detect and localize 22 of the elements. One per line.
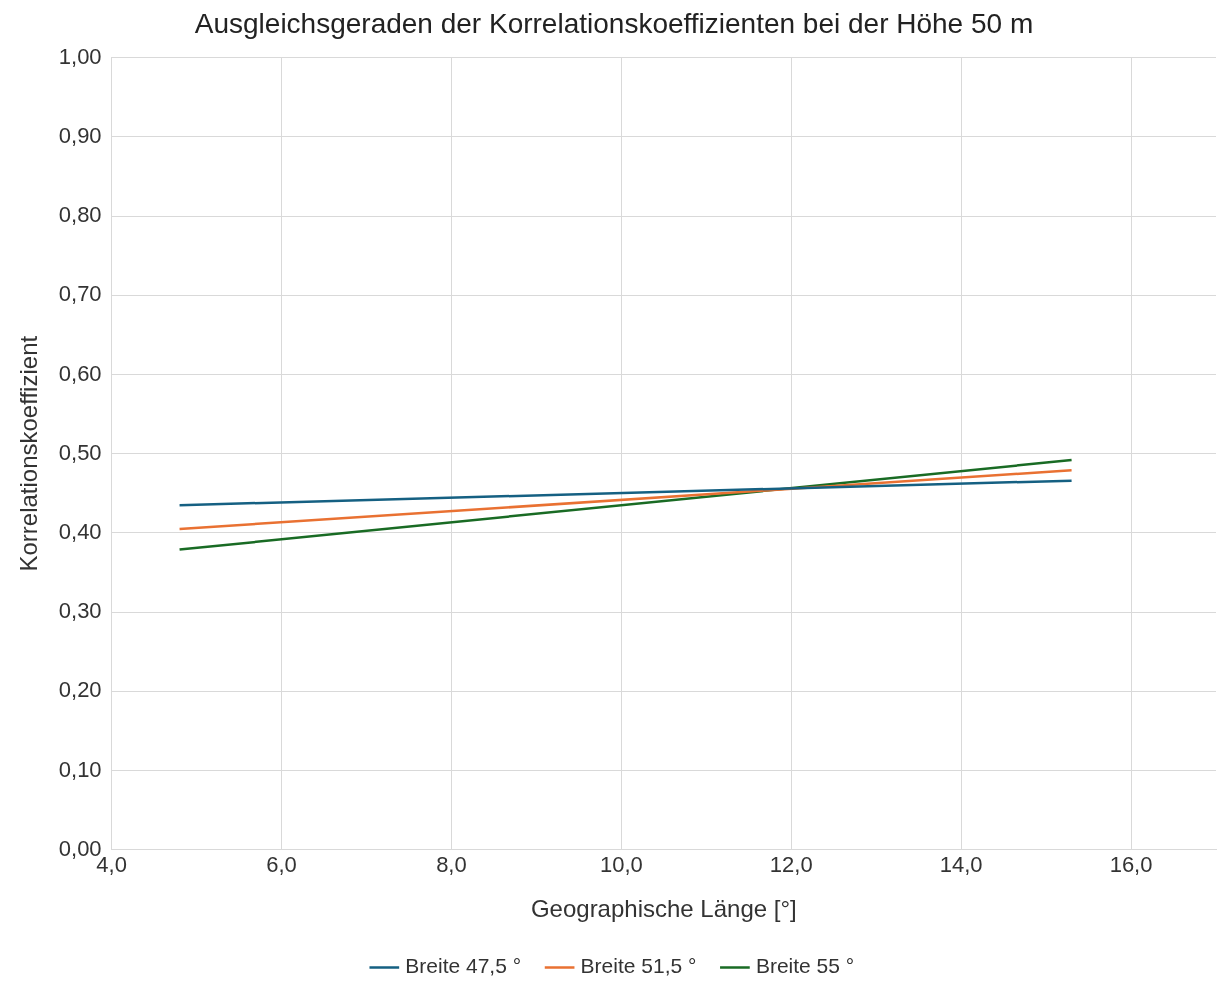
x-tick-label: 14,0 (939, 852, 983, 878)
y-tick-label: 0,20 (58, 677, 102, 703)
y-axis-title: Korrelationskoeffizient (15, 335, 43, 572)
y-tick-label: 0,90 (58, 122, 102, 148)
y-tick-label: 0,30 (58, 598, 102, 624)
y-tick-label: 0,60 (58, 360, 102, 386)
x-tick-label: 8,0 (436, 852, 467, 878)
y-tick-label: 0,40 (58, 518, 102, 544)
x-tick-label: 10,0 (599, 852, 643, 878)
legend-label: Breite 47,5 ° (405, 954, 522, 978)
y-tick-label: 1,00 (58, 43, 102, 69)
y-tick-label: 0,80 (58, 202, 102, 228)
x-axis-title: Geographische Länge [°] (530, 895, 797, 923)
y-tick-label: 0,70 (58, 281, 102, 307)
y-tick-label: 0,10 (58, 756, 102, 782)
x-tick-label: 16,0 (1109, 852, 1153, 878)
legend-label: Breite 55 ° (755, 954, 855, 978)
y-tick-label: 0,50 (58, 439, 102, 465)
legend-label: Breite 51,5 ° (580, 954, 697, 978)
x-tick-label: 12,0 (769, 852, 813, 878)
chart-title: Ausgleichsgeraden der Korrelationskoeffizienten bei der Höhe 50 m (194, 7, 1034, 39)
x-tick-label: 6,0 (266, 852, 297, 878)
